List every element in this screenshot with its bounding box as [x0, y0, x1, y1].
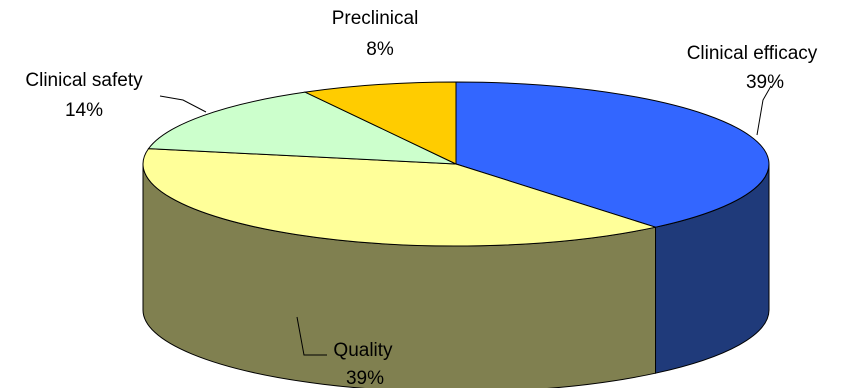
pie-sides — [142, 163, 770, 388]
slice-label-value-3: 8% — [366, 39, 394, 60]
slice-label-name-2: Clinical safety — [25, 70, 143, 91]
slice-label-value-1: 39% — [346, 368, 384, 388]
slice-top-2 — [147, 91, 457, 165]
slice-label-name-3: Preclinical — [332, 8, 419, 29]
leader-line-1 — [296, 316, 327, 356]
slice-top-0 — [455, 81, 770, 228]
leader-line-2 — [159, 95, 207, 113]
slice-top-3 — [303, 81, 457, 165]
slice-label-name-0: Clinical efficacy — [687, 43, 818, 64]
leader-line-0 — [756, 85, 772, 136]
leader-lines — [159, 85, 772, 356]
slice-top-1 — [142, 148, 658, 247]
pie-tops — [142, 81, 770, 247]
slice-label-value-2: 14% — [65, 100, 103, 121]
slice-labels: Clinical efficacy 39% Quality 39% Clinic… — [25, 8, 817, 388]
slice-label-value-0: 39% — [746, 72, 784, 93]
slice-label-name-1: Quality — [333, 340, 393, 361]
